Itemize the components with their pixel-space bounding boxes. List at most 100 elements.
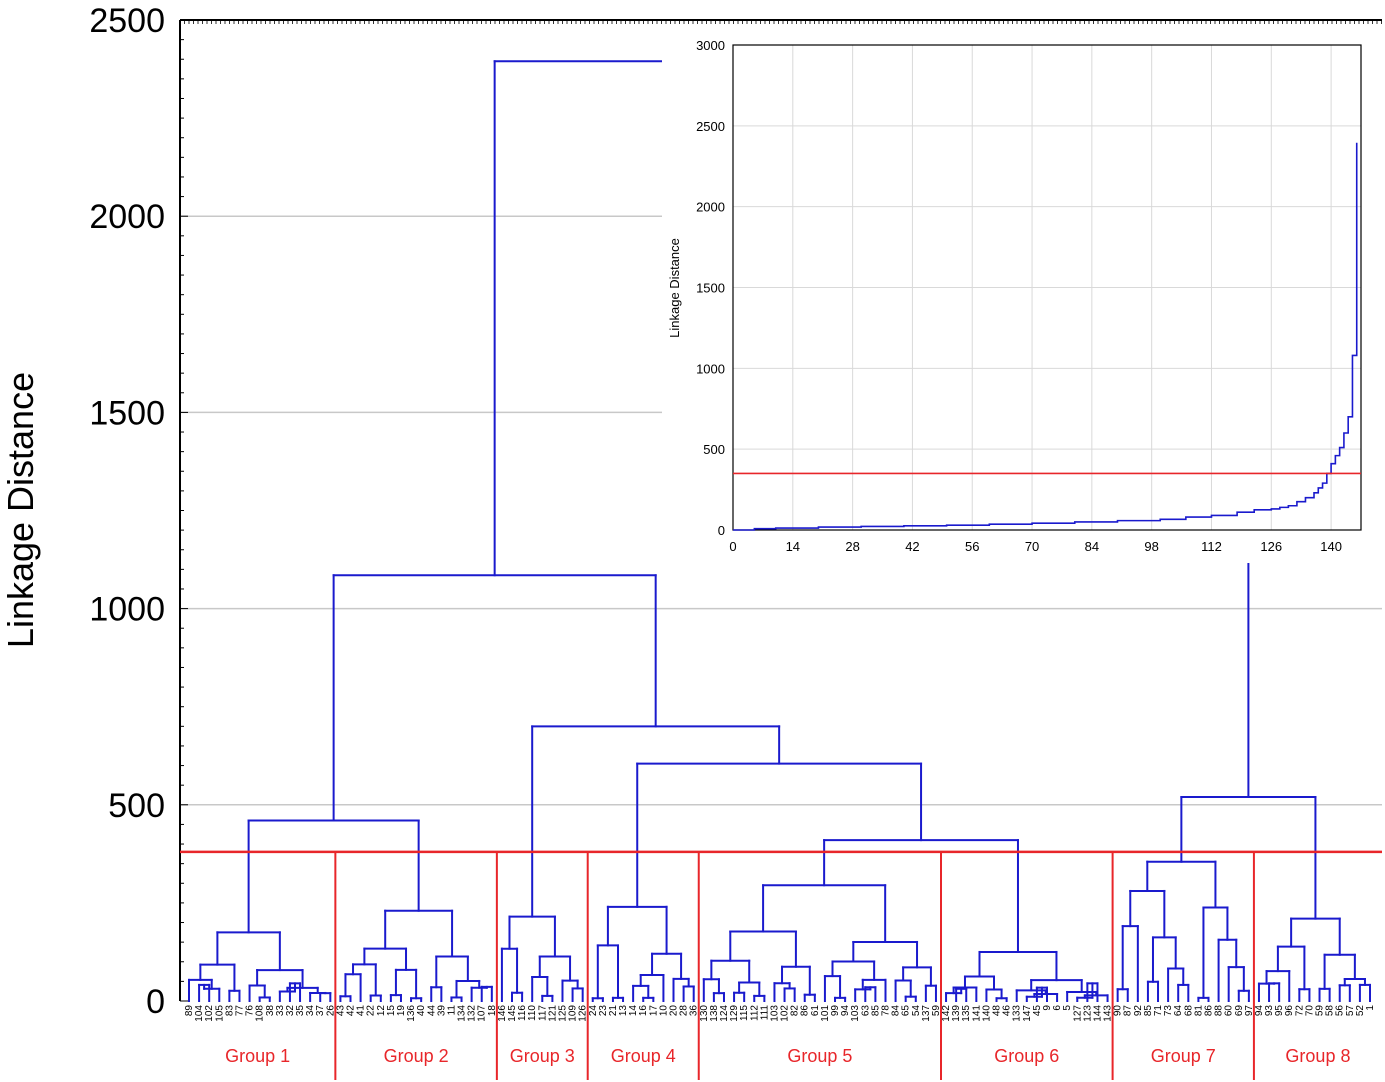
- group-label: Group 4: [611, 1046, 676, 1066]
- leaf-label: 92: [1133, 1005, 1144, 1017]
- leaf-label: 126: [578, 1005, 589, 1022]
- leaf-label: 70: [1304, 1005, 1315, 1017]
- group-label: Group 2: [384, 1046, 449, 1066]
- y-axis: 0 500 1000 1500 2000 2500: [89, 2, 1382, 1021]
- leaf-label: 95: [1274, 1005, 1285, 1017]
- inset-y-tick-label: 2500: [696, 119, 725, 134]
- y-tick-label: 2000: [89, 198, 165, 236]
- leaf-label: 86: [1203, 1005, 1214, 1017]
- leaf-label: 40: [416, 1005, 427, 1017]
- leaf-label: 72: [1294, 1005, 1305, 1017]
- leaf-label: 39: [436, 1005, 447, 1017]
- leaf-label: 17: [648, 1005, 659, 1017]
- leaf-label: 68: [1183, 1005, 1194, 1017]
- leaf-label: 34: [305, 1005, 316, 1017]
- leaf-labels: 89 104 102 105 83 77 76 108 38 33 32 35 34 37 26 43 42 41…: [184, 1005, 1376, 1022]
- leaf-label: 65: [901, 1005, 912, 1017]
- leaf-label: 102: [780, 1005, 791, 1022]
- leaf-label: 13: [618, 1005, 629, 1017]
- leaf-label: 84: [891, 1005, 902, 1017]
- leaf-label: 97: [1244, 1005, 1255, 1017]
- leaf-label: 123: [1082, 1005, 1093, 1022]
- leaf-label: 94: [840, 1005, 851, 1017]
- leaf-label: 16: [638, 1005, 649, 1017]
- leaf-label: 129: [729, 1005, 740, 1022]
- leaf-label: 83: [224, 1005, 235, 1017]
- inset-x-tick-label: 140: [1320, 539, 1342, 554]
- y-tick-label: 2500: [89, 2, 165, 40]
- inset-x-tick-label: 70: [1025, 539, 1039, 554]
- leaf-label: 45: [1032, 1005, 1043, 1017]
- leaf-label: 33: [275, 1005, 286, 1017]
- leaf-label: 14: [628, 1005, 639, 1017]
- leaf-label: 143: [1103, 1005, 1114, 1022]
- leaf-label: 117: [537, 1005, 548, 1021]
- leaf-label: 112: [749, 1005, 760, 1021]
- leaf-label: 69: [1234, 1005, 1245, 1017]
- leaf-label: 146: [497, 1005, 508, 1022]
- inset-x-tick-label: 56: [965, 539, 979, 554]
- y-tick-label: 0: [146, 983, 165, 1021]
- inset-y-tick-label: 1500: [696, 281, 725, 296]
- leaf-label: 12: [376, 1005, 387, 1017]
- leaf-label: 107: [477, 1005, 488, 1022]
- leaf-label: 26: [325, 1005, 336, 1017]
- leaf-label: 94: [1254, 1005, 1265, 1017]
- leaf-label: 48: [992, 1005, 1003, 1017]
- leaf-label: 63: [860, 1005, 871, 1017]
- inset-series-line: [733, 142, 1358, 531]
- leaf-label: 15: [386, 1005, 397, 1017]
- leaf-label: 127: [1072, 1005, 1083, 1022]
- leaf-label: 108: [255, 1005, 266, 1022]
- leaf-label: 116: [517, 1005, 528, 1021]
- inset-y-tick-label: 0: [718, 523, 725, 538]
- leaf-label: 125: [557, 1005, 568, 1022]
- leaf-label: 93: [1264, 1005, 1275, 1017]
- leaf-label: 111: [759, 1005, 770, 1021]
- leaf-label: 81: [1193, 1005, 1204, 1017]
- leaf-label: 76: [245, 1005, 256, 1017]
- inset-y-tick-label: 1000: [696, 361, 725, 376]
- group-labels: Group 1 Group 2 Group 3 Group 4 Group 5 Group…: [225, 1046, 1350, 1066]
- leaf-label: 54: [911, 1005, 922, 1017]
- y-tick-label: 500: [108, 787, 165, 825]
- leaf-label: 87: [1123, 1005, 1134, 1017]
- inset-x-tick-label: 42: [905, 539, 919, 554]
- leaf-label: 22: [366, 1005, 377, 1017]
- leaf-label: 145: [507, 1005, 518, 1022]
- leaf-label: 134: [457, 1005, 468, 1022]
- leaf-label: 103: [850, 1005, 861, 1022]
- leaf-label: 18: [487, 1005, 498, 1017]
- leaf-label: 144: [1092, 1005, 1103, 1022]
- leaf-label: 132: [467, 1005, 478, 1022]
- leaf-label: 61: [810, 1005, 821, 1017]
- leaf-label: 135: [961, 1005, 972, 1022]
- leaf-label: 10: [658, 1005, 669, 1017]
- leaf-label: 96: [1284, 1005, 1295, 1017]
- inset-frame: [732, 44, 1362, 531]
- leaf-label: 85: [1143, 1005, 1154, 1017]
- leaf-label: 85: [870, 1005, 881, 1017]
- leaf-label: 105: [214, 1005, 225, 1022]
- leaf-label: 147: [1022, 1005, 1033, 1022]
- leaf-label: 137: [921, 1005, 932, 1022]
- leaf-label: 142: [941, 1005, 952, 1022]
- inset-x-tick-label: 112: [1201, 539, 1222, 554]
- leaf-label: 103: [769, 1005, 780, 1022]
- leaf-label: 138: [709, 1005, 720, 1022]
- leaf-label: 58: [1325, 1005, 1336, 1017]
- leaf-label: 139: [951, 1005, 962, 1022]
- leaf-label: 20: [669, 1005, 680, 1017]
- leaf-label: 115: [739, 1005, 750, 1021]
- leaf-label: 59: [931, 1005, 942, 1017]
- leaf-label: 35: [295, 1005, 306, 1017]
- leaf-label: 24: [588, 1005, 599, 1017]
- inset-x-tick-label: 14: [786, 539, 800, 554]
- leaf-label: 102: [204, 1005, 215, 1022]
- leaf-label: 46: [1002, 1005, 1013, 1017]
- leaf-label: 110: [527, 1005, 538, 1021]
- inset-x-tick-label: 28: [845, 539, 859, 554]
- cut-lines: [180, 850, 1382, 1080]
- leaf-label: 82: [790, 1005, 801, 1017]
